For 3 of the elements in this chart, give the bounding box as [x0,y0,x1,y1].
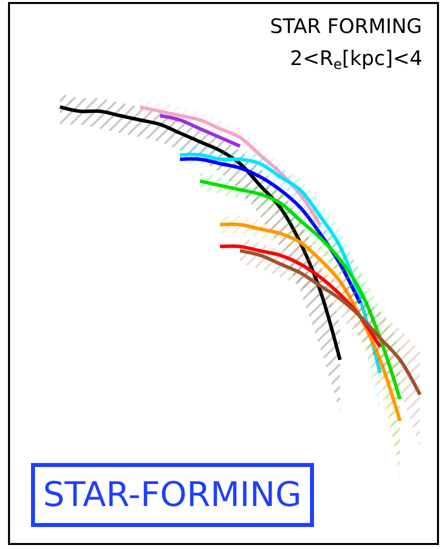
text: STAR FORMING [270,14,422,38]
annotation: STAR-FORMING [43,475,302,515]
text: 2<R$_{e}$[kpc]<4 [290,46,422,74]
